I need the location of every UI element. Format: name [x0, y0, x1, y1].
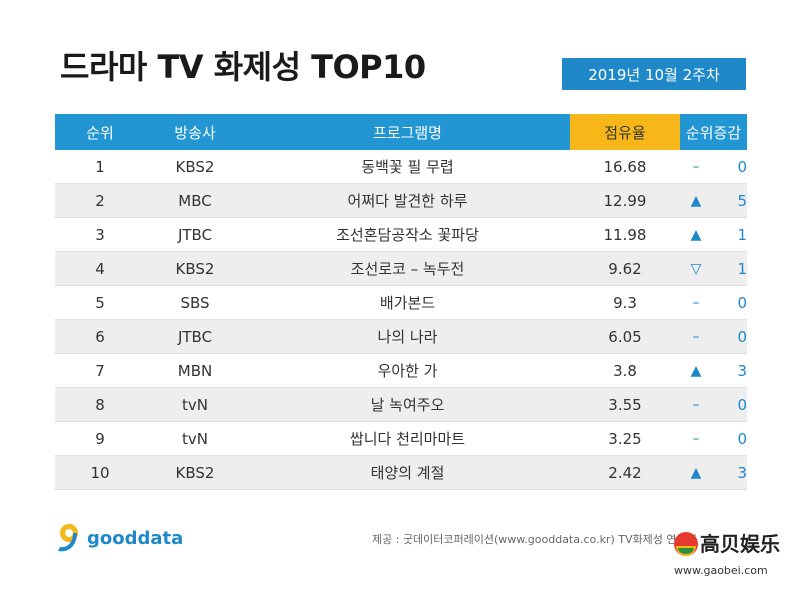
- table-header: 순위 방송사 프로그램명 점유율 순위증감: [55, 114, 747, 150]
- broadcaster-cell: SBS: [180, 293, 210, 312]
- rank-cell: 1: [95, 157, 105, 176]
- gooddata-logo-icon: [58, 524, 78, 552]
- header-program: 프로그램명: [372, 123, 442, 142]
- rank-change-value: 1: [737, 225, 747, 244]
- rank-cell: 3: [95, 225, 105, 244]
- share-cell: 16.68: [603, 157, 647, 176]
- rank-change-cell: ▽ 1: [680, 252, 747, 285]
- table-row: 6 JTBC 나의 나라 6.05–0: [55, 320, 747, 354]
- broadcaster-cell: MBN: [177, 361, 213, 380]
- program-cell: 동백꽃 필 무렵: [361, 158, 454, 176]
- table-row: 10 KBS2 태양의 계절 2.42 ▲ 3: [55, 456, 747, 490]
- up-triangle-icon: ▲: [690, 464, 702, 481]
- down-triangle-icon: ▽: [690, 260, 702, 277]
- rank-change-cell: ▲ 5: [680, 184, 747, 217]
- rank-change-cell: ▲ 1: [680, 218, 747, 251]
- rank-change-cell: –0: [680, 286, 748, 319]
- source-note: 제공 : 굿데이터코퍼레이션(www.gooddata.co.kr) TV화제성…: [372, 533, 697, 546]
- rank-cell: 6: [95, 327, 105, 346]
- table-row: 4 KBS2 조선로코 – 녹두전 9.62 ▽ 1: [55, 252, 747, 286]
- rank-cell: 4: [95, 259, 105, 278]
- rank-change-cell: ▲ 3: [680, 456, 747, 489]
- no-change-icon: –: [692, 430, 700, 447]
- share-cell: 12.99: [603, 191, 647, 210]
- broadcaster-cell: KBS2: [175, 259, 215, 278]
- broadcaster-cell: KBS2: [175, 157, 215, 176]
- rank-change-cell: –0: [680, 422, 748, 455]
- program-cell: 조선로코 – 녹두전: [350, 260, 465, 278]
- broadcaster-cell: KBS2: [175, 463, 215, 482]
- watermark: 高贝娱乐 www.gaobei.com: [670, 528, 786, 584]
- no-change-icon: –: [692, 158, 700, 175]
- share-cell: 3.25: [608, 429, 642, 448]
- broadcaster-cell: MBC: [178, 191, 212, 210]
- table-body: 1 KBS2 동백꽃 필 무렵 16.68–0 2 MBC 어쩌다 발견한 하루 12.99 ▲…: [55, 150, 747, 490]
- rank-change-value: 3: [737, 361, 747, 380]
- program-cell: 날 녹여주오: [370, 396, 445, 414]
- watermark-name: 高贝娱乐: [700, 532, 780, 556]
- ranking-table: 순위 방송사 프로그램명 점유율 순위증감 1 KBS2 동백꽃 필 무렵 16.68…: [55, 114, 747, 490]
- rank-change-value: 3: [737, 463, 747, 482]
- program-cell: 우아한 가: [377, 362, 438, 380]
- share-cell: 3.8: [613, 361, 637, 380]
- table-row: 9 tvN 쌉니다 천리마마트 3.25–0: [55, 422, 747, 456]
- table-row: 5 SBS 배가본드 9.3–0: [55, 286, 747, 320]
- table-row: 8 tvN 날 녹여주오 3.55–0: [55, 388, 747, 422]
- share-cell: 11.98: [603, 225, 647, 244]
- table-row: 2 MBC 어쩌다 발견한 하루 12.99 ▲ 5: [55, 184, 747, 218]
- share-cell: 6.05: [608, 327, 642, 346]
- share-cell: 9.3: [613, 293, 637, 312]
- share-cell: 3.55: [608, 395, 642, 414]
- rank-change-cell: –0: [680, 150, 748, 183]
- watermark-logo-icon: [674, 532, 698, 556]
- watermark-url: www.gaobei.com: [674, 564, 768, 577]
- share-cell: 2.42: [608, 463, 642, 482]
- share-cell: 9.62: [608, 259, 642, 278]
- rank-change-value: 0: [737, 429, 747, 448]
- no-change-icon: –: [692, 328, 700, 345]
- rank-change-cell: –0: [680, 320, 748, 353]
- broadcaster-cell: JTBC: [177, 327, 213, 346]
- up-triangle-icon: ▲: [690, 362, 702, 379]
- rank-cell: 9: [95, 429, 105, 448]
- header-rank: 순위: [86, 123, 114, 142]
- rank-cell: 10: [90, 463, 110, 482]
- rank-change-cell: ▲ 3: [680, 354, 747, 387]
- no-change-icon: –: [692, 396, 700, 413]
- header-rank-change: 순위증감: [685, 123, 742, 142]
- broadcaster-cell: tvN: [182, 429, 208, 448]
- date-badge: 2019년 10월 2주차: [562, 58, 746, 90]
- rank-change-cell: –0: [680, 388, 748, 421]
- table-row: 1 KBS2 동백꽃 필 무렵 16.68–0: [55, 150, 747, 184]
- program-cell: 조선혼담공작소 꽃파당: [336, 226, 479, 244]
- program-cell: 태양의 계절: [370, 464, 445, 482]
- rank-cell: 8: [95, 395, 105, 414]
- program-cell: 쌉니다 천리마마트: [349, 430, 466, 448]
- program-cell: 어쩌다 발견한 하루: [347, 192, 468, 210]
- logo-text: gooddata: [87, 527, 184, 549]
- rank-change-value: 0: [737, 157, 747, 176]
- header-share: 점유율: [570, 114, 680, 150]
- broadcaster-cell: tvN: [182, 395, 208, 414]
- rank-cell: 2: [95, 191, 105, 210]
- rank-cell: 7: [95, 361, 105, 380]
- rank-change-value: 0: [737, 395, 747, 414]
- program-cell: 나의 나라: [377, 328, 438, 346]
- rank-change-value: 1: [737, 259, 747, 278]
- broadcaster-cell: JTBC: [177, 225, 213, 244]
- rank-change-value: 0: [737, 293, 747, 312]
- gooddata-logo: gooddata: [55, 521, 183, 555]
- rank-cell: 5: [95, 293, 105, 312]
- header-broadcaster: 방송사: [174, 123, 216, 142]
- page-title: 드라마 TV 화제성 TOP10: [60, 48, 426, 86]
- table-row: 7 MBN 우아한 가 3.8 ▲ 3: [55, 354, 747, 388]
- program-cell: 배가본드: [379, 294, 436, 312]
- up-triangle-icon: ▲: [690, 226, 702, 243]
- rank-change-value: 0: [737, 327, 747, 346]
- up-triangle-icon: ▲: [690, 192, 702, 209]
- table-row: 3 JTBC 조선혼담공작소 꽃파당 11.98 ▲ 1: [55, 218, 747, 252]
- rank-change-value: 5: [737, 191, 747, 210]
- no-change-icon: –: [692, 294, 700, 311]
